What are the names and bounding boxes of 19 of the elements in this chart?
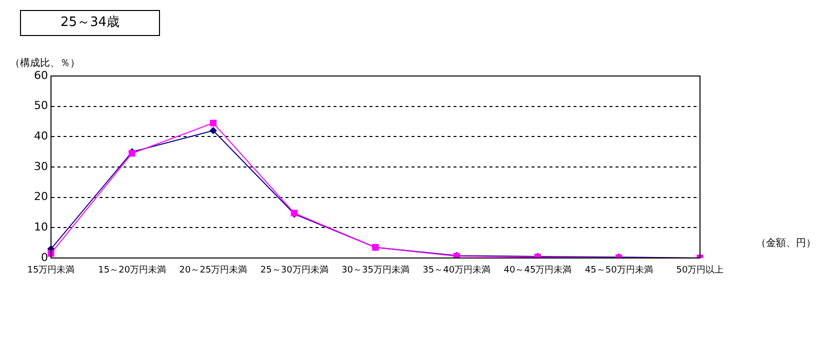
x-tick-label: 25～30万円未満 — [260, 264, 328, 276]
x-tick-label: 15～20万円未満 — [98, 264, 166, 276]
y-tick-label: 30 — [34, 160, 48, 173]
x-tick-label: 20～25万円未満 — [179, 264, 248, 276]
y-tick-label: 10 — [34, 220, 48, 234]
y-axis-title: （構成比、％） — [10, 56, 80, 70]
x-tick-label: 15万円未満 — [27, 264, 75, 276]
y-tick-label: 50 — [34, 99, 48, 112]
x-tick-label: 30～35万円未満 — [342, 264, 410, 276]
y-tick-label: 20 — [34, 190, 48, 204]
x-tick-label: 45～50万円未満 — [584, 264, 653, 276]
x-tick-label: 50万円以上 — [676, 264, 724, 276]
y-tick-label: 60 — [34, 68, 48, 82]
chart-title: 25～34歳 — [20, 10, 160, 36]
x-tick-label: 40～45万円未満 — [504, 264, 572, 276]
y-tick-label: 40 — [34, 130, 48, 143]
x-axis-title: （金額、円） — [756, 236, 816, 250]
x-tick-label: 35～40万円未満 — [422, 264, 491, 276]
y-tick-label: 0 — [41, 250, 48, 264]
